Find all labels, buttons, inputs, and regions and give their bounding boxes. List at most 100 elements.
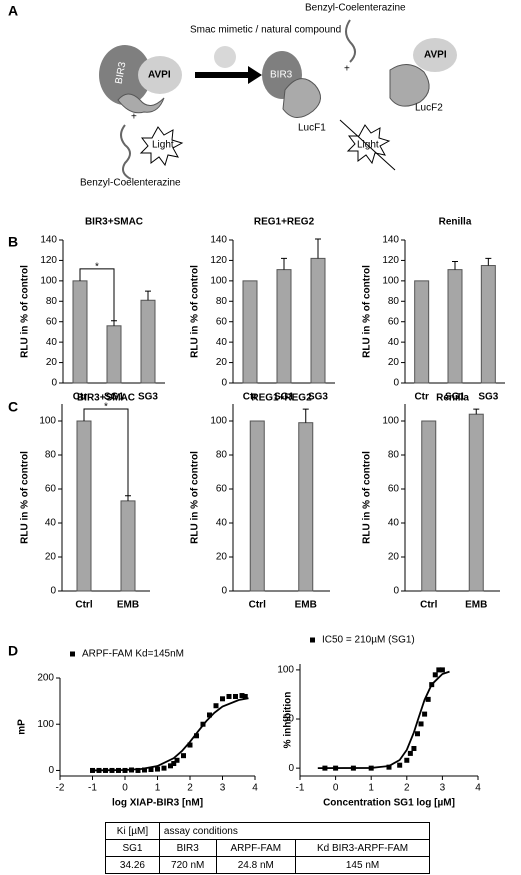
- y-tick-label: 0: [221, 378, 227, 389]
- y-tick-label: 0: [50, 586, 56, 597]
- y-tick-label: 40: [388, 337, 400, 348]
- data-point: [116, 767, 121, 773]
- x-tick-label: SG3: [478, 392, 498, 403]
- table-cell: ARPF-FAM: [215, 839, 297, 857]
- panel-label: D: [8, 643, 18, 659]
- panel-label: C: [8, 399, 18, 415]
- y-axis-label: mP: [17, 719, 28, 735]
- table-cell: 145 nM: [295, 856, 430, 874]
- data-point: [148, 767, 154, 773]
- data-point: [96, 767, 102, 773]
- table-cell: 34.26: [105, 856, 160, 874]
- y-tick-label: 100: [382, 275, 399, 286]
- bar: [298, 422, 314, 592]
- y-tick-label: 0: [221, 586, 227, 597]
- y-tick-label: 40: [216, 518, 228, 529]
- data-point: [407, 750, 413, 756]
- table-cell: 24.8 nM: [215, 856, 297, 874]
- data-point: [220, 696, 225, 702]
- data-point: [174, 757, 180, 763]
- x-tick-label: Ctrl: [249, 600, 266, 611]
- diagram-label: Light: [357, 140, 379, 151]
- error-bar: [111, 320, 117, 326]
- chart-title: Renilla: [436, 393, 469, 404]
- y-tick-label: 40: [46, 337, 58, 348]
- y-tick-label: 0: [51, 378, 57, 389]
- y-axis-label: RLU in % of control: [20, 265, 31, 358]
- data-point: [425, 696, 431, 702]
- data-point: [226, 693, 232, 699]
- data-point: [404, 757, 410, 763]
- bar: [310, 257, 326, 384]
- data-point: [429, 682, 435, 688]
- error-bar: [281, 257, 287, 270]
- data-point: [155, 766, 160, 772]
- diagram-label: BIR3: [270, 70, 293, 81]
- legend-marker: [70, 651, 75, 657]
- x-tick-label: Ctr: [414, 392, 429, 403]
- error-bar: [302, 408, 309, 423]
- significance-bracket: [83, 408, 129, 496]
- y-tick-label: 120: [40, 255, 57, 266]
- error-bar: [473, 408, 480, 415]
- error-bar: [452, 260, 458, 270]
- data-point: [122, 767, 128, 773]
- table-header: Ki [µM]: [105, 822, 160, 840]
- x-tick-label: EMB: [117, 600, 139, 611]
- bar: [447, 269, 463, 384]
- bar: [242, 280, 258, 384]
- table-cell: BIR3: [158, 839, 217, 857]
- y-tick-label: 80: [216, 296, 228, 307]
- chart-title: REG1+REG2: [254, 217, 315, 228]
- chart-title: Renilla: [439, 217, 472, 228]
- y-axis-label: RLU in % of control: [190, 265, 201, 358]
- bar: [76, 420, 92, 592]
- bar: [480, 265, 496, 384]
- significance-label: *: [95, 261, 99, 272]
- data-point: [181, 753, 186, 759]
- bar: [140, 299, 156, 384]
- x-tick-label: Ctrl: [420, 600, 437, 611]
- y-tick-label: 100: [210, 416, 227, 427]
- data-point: [233, 693, 238, 699]
- y-tick-label: 100: [382, 416, 399, 427]
- diagram-label: Benzyl-Coelenterazine: [305, 3, 406, 14]
- diagram-label: Smac mimetic / natural compound: [190, 25, 341, 36]
- significance-label: *: [104, 402, 108, 413]
- data-point: [436, 667, 442, 673]
- y-tick-label: 60: [46, 316, 58, 327]
- legend-label: ARPF-FAM Kd=145nM: [82, 649, 184, 660]
- y-tick-label: 20: [388, 552, 400, 563]
- data-point: [171, 761, 177, 767]
- x-axis-label: Concentration SG1 log [µM]: [323, 798, 455, 809]
- y-tick-label: 40: [388, 518, 400, 529]
- y-tick-label: 100: [210, 275, 227, 286]
- data-point: [103, 767, 108, 773]
- chart-title: BIR3+SMAC: [85, 217, 143, 228]
- y-tick-label: 140: [210, 235, 227, 246]
- y-tick-label: 80: [216, 450, 228, 461]
- y-tick-label: 140: [382, 235, 399, 246]
- diagram-label: LucF2: [415, 103, 443, 114]
- data-point: [242, 693, 248, 699]
- y-tick-label: 20: [45, 552, 57, 563]
- data-point: [432, 672, 438, 678]
- y-tick-label: 60: [388, 484, 400, 495]
- y-tick-label: 140: [40, 235, 57, 246]
- y-axis-label: RLU in % of control: [362, 451, 373, 544]
- y-tick-label: 40: [216, 337, 228, 348]
- chart-title: BIR3+SMAC: [77, 393, 135, 404]
- x-tick-label: 2: [404, 783, 410, 794]
- y-tick-label: 40: [45, 518, 57, 529]
- data-point: [90, 767, 95, 773]
- y-tick-label: 80: [45, 450, 57, 461]
- y-tick-label: 60: [45, 484, 57, 495]
- chart-title: REG1+REG2: [251, 393, 312, 404]
- error-bar: [145, 290, 151, 301]
- panel-label: B: [8, 234, 18, 250]
- fit-curve: [92, 697, 249, 772]
- data-point: [200, 721, 206, 727]
- diagram-label: AVPI: [148, 70, 171, 81]
- y-axis-label: RLU in % of control: [20, 451, 31, 544]
- data-point: [207, 712, 212, 718]
